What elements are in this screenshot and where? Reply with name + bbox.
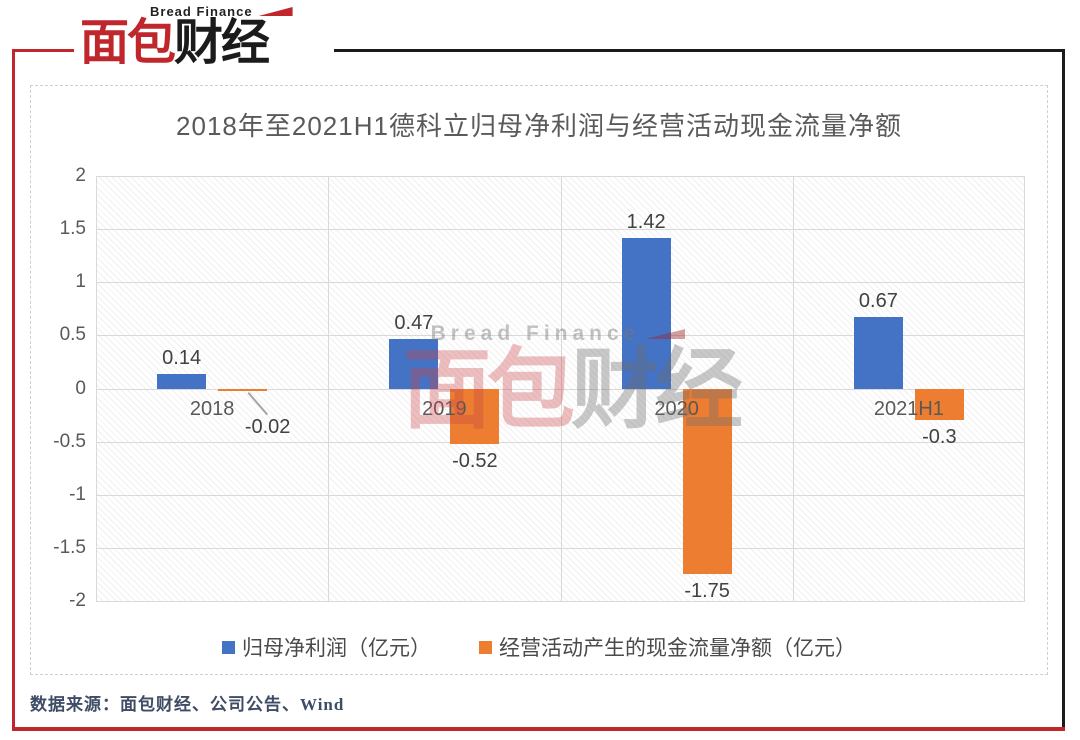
legend-marker-icon xyxy=(222,640,235,654)
frame-bottom-line xyxy=(12,727,1065,731)
gridline-vertical xyxy=(1024,176,1025,601)
y-axis-tick-label: -1 xyxy=(69,483,86,505)
x-axis-category-label: 2020 xyxy=(654,397,699,420)
plot-area: 0.14 0.47 1.42 0.67 -0.02 -0.52 -1.75 -0.3 2018 2… xyxy=(96,176,1025,603)
chart-title: 2018年至2021H1德科立归母净利润与经营活动现金流量净额 xyxy=(176,111,902,141)
bar-2020-series1 xyxy=(682,388,732,575)
bar-data-label: 0.67 xyxy=(858,290,898,313)
brand-logo-english: Bread Finance xyxy=(150,4,253,19)
bar-2019-series1 xyxy=(450,388,500,444)
frame-left-line xyxy=(12,49,15,731)
gridline-vertical xyxy=(560,176,562,601)
y-axis-tick-label: 1 xyxy=(75,271,86,293)
data-source-note: 数据来源：面包财经、公司公告、Wind xyxy=(30,695,345,714)
bar-data-label: -0.02 xyxy=(244,415,291,438)
frame-top-red-line xyxy=(12,49,74,52)
gridline-vertical xyxy=(96,176,97,601)
brand-swoosh-icon xyxy=(258,7,293,16)
bar-data-label: -0.52 xyxy=(452,449,498,472)
gridline-vertical xyxy=(328,176,330,601)
y-axis-tick-label: -1.5 xyxy=(53,536,86,558)
brand-logo: Bread Finance 面包财经 xyxy=(74,4,299,68)
bar-data-label: 0.14 xyxy=(162,346,202,369)
legend-item: 经营活动产生的现金流量净额（亿元） xyxy=(479,632,856,662)
y-axis-tick-label: 1.5 xyxy=(59,218,86,240)
chart-legend: 归母净利润（亿元） 经营活动产生的现金流量净额（亿元） xyxy=(31,632,1047,662)
y-axis-tick-label: 0 xyxy=(75,377,86,399)
x-axis-category-label: 2018 xyxy=(189,397,235,420)
brand-logo-top: Bread Finance xyxy=(150,4,293,19)
bar-data-label: 1.42 xyxy=(626,210,666,233)
y-axis: 2 1.5 1 0.5 0 -0.5 -1 -1.5 -2 xyxy=(31,165,86,611)
bar-2018-series0 xyxy=(157,373,207,389)
bar-2020-series0 xyxy=(621,237,671,389)
y-axis-tick-label: 0.5 xyxy=(59,324,86,346)
legend-item: 归母净利润（亿元） xyxy=(222,632,431,662)
chart-card: 2018年至2021H1德科立归母净利润与经营活动现金流量净额 2 1.5 1 0.5… xyxy=(30,85,1048,675)
legend-marker-icon xyxy=(479,640,492,654)
gridline-vertical xyxy=(792,176,794,601)
bar-data-label: -0.3 xyxy=(922,426,957,449)
y-axis-tick-label: 2 xyxy=(75,165,86,186)
brand-logo-chinese-black: 财经 xyxy=(174,16,270,70)
bar-data-label: 0.47 xyxy=(394,311,434,334)
gridline-horizontal xyxy=(96,601,1025,602)
bar-2021H1-series0 xyxy=(853,317,903,389)
frame-right-line xyxy=(1062,49,1065,728)
brand-logo-chinese-red: 面包 xyxy=(80,16,176,70)
bar-2019-series0 xyxy=(389,338,439,389)
y-axis-tick-label: -0.5 xyxy=(53,430,86,452)
x-axis-category-label: 2021H1 xyxy=(873,397,944,420)
legend-label: 归母净利润（亿元） xyxy=(242,637,431,660)
frame-top-black-line xyxy=(334,49,1065,52)
legend-label: 经营活动产生的现金流量净额（亿元） xyxy=(499,637,856,660)
brand-logo-main: 面包财经 xyxy=(80,19,293,68)
bar-2018-series1 xyxy=(218,388,268,391)
bar-2021H1-series1 xyxy=(914,388,964,421)
bar-data-label: -1.75 xyxy=(684,580,730,603)
x-axis-category-label: 2019 xyxy=(422,397,467,420)
y-axis-tick-label: -2 xyxy=(69,590,86,611)
